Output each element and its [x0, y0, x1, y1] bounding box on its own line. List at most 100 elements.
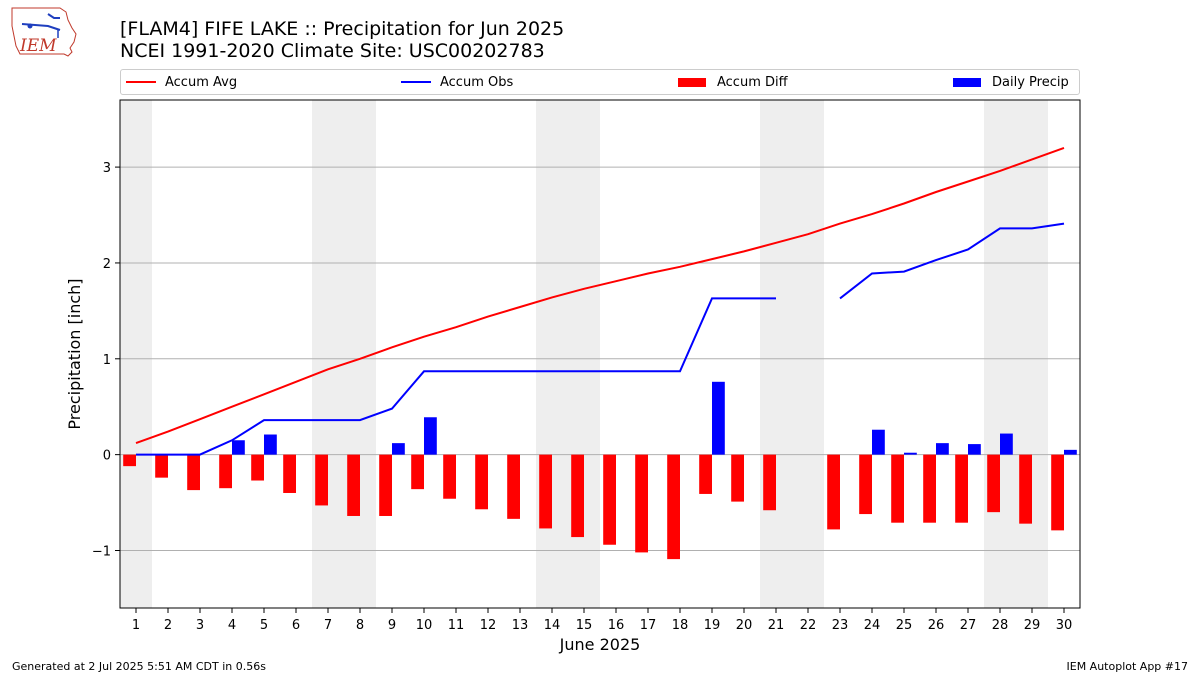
x-axis-ticks: 1 2 3 4 5 6 7 8 9 10 11 12 13 14 15 16 17 18 19 20 21 22 23 24 2…: [132, 608, 1072, 633]
legend-item-accum-diff: Accum Diff: [678, 70, 788, 94]
x-tick-label: 1: [132, 618, 140, 633]
logo-text: IEM: [19, 36, 57, 56]
weekend-band: [984, 100, 1016, 608]
legend-swatch-accum-obs: [401, 81, 431, 83]
accum-diff-bar: [923, 454, 936, 523]
y-axis-ticks: −1 0 1 2 3: [92, 161, 120, 559]
weekend-band: [312, 100, 344, 608]
plot-frame: [119, 99, 1081, 609]
accum-diff-bar: [763, 454, 776, 511]
x-tick-label: 10: [416, 618, 433, 633]
x-tick-label: 15: [576, 618, 593, 633]
accum-diff-bar: [667, 454, 680, 560]
accum-diff-bar: [571, 454, 584, 538]
x-tick-label: 25: [896, 618, 913, 633]
daily-precip-bar: [712, 381, 725, 455]
daily-precip-bar: [1000, 433, 1013, 455]
x-tick-label: 12: [480, 618, 497, 633]
daily-precip-bar: [1064, 449, 1077, 455]
y-tick-label: 3: [103, 161, 111, 176]
x-tick-label: 28: [992, 618, 1009, 633]
daily-precip-bar: [872, 429, 885, 455]
daily-precip-bars: [232, 381, 1077, 455]
accum-diff-bar: [891, 454, 904, 523]
x-tick-label: 26: [928, 618, 945, 633]
accum-obs-line: [136, 222, 1065, 456]
footer-app: IEM Autoplot App #17: [1066, 660, 1189, 673]
daily-precip-bar: [264, 434, 277, 455]
accum-diff-bar: [315, 454, 328, 506]
x-tick-label: 20: [736, 618, 753, 633]
x-tick-label: 23: [832, 618, 849, 633]
x-tick-label: 17: [640, 618, 657, 633]
daily-precip-bar: [424, 417, 437, 455]
x-tick-label: 27: [960, 618, 977, 633]
x-tick-label: 9: [388, 618, 396, 633]
weekend-band: [1016, 100, 1048, 608]
x-tick-label: 4: [228, 618, 236, 633]
legend-item-daily-precip: Daily Precip: [953, 70, 1069, 94]
accum-diff-bar: [187, 454, 200, 491]
accum-diff-bar: [1019, 454, 1032, 524]
accum-diff-bar: [283, 454, 296, 493]
chart-title: [FLAM4] FIFE LAKE :: Precipitation for J…: [120, 18, 565, 40]
daily-precip-bar: [968, 444, 981, 455]
legend: Accum Avg Accum Obs Accum Diff Daily Pre…: [120, 69, 1080, 95]
y-axis-label: Precipitation [inch]: [65, 278, 84, 429]
accum-diff-bar: [347, 454, 360, 516]
accum-diff-bar: [411, 454, 424, 490]
accum-diff-bar: [123, 454, 136, 467]
x-tick-label: 11: [448, 618, 465, 633]
accum-diff-bar: [955, 454, 968, 523]
accum-diff-bar: [219, 454, 232, 489]
iem-logo: IEM: [11, 7, 77, 57]
legend-swatch-daily-precip: [953, 77, 981, 87]
accum-diff-bar: [475, 454, 488, 510]
x-tick-label: 21: [768, 618, 785, 633]
accum-diff-bar: [859, 454, 872, 515]
accum-diff-bar: [443, 454, 456, 499]
x-tick-label: 29: [1024, 618, 1041, 633]
x-tick-label: 19: [704, 618, 721, 633]
x-tick-label: 13: [512, 618, 529, 633]
accum-diff-bar: [251, 454, 264, 481]
x-tick-label: 8: [356, 618, 364, 633]
weekend-band: [792, 100, 824, 608]
weekend-band: [536, 100, 568, 608]
accum-diff-bar: [603, 454, 616, 545]
x-tick-label: 7: [324, 618, 332, 633]
y-tick-label: 2: [103, 257, 111, 272]
legend-label-accum-avg: Accum Avg: [165, 74, 238, 90]
y-tick-label: 0: [103, 449, 111, 464]
accum-diff-bar: [1051, 454, 1064, 531]
x-tick-label: 6: [292, 618, 300, 633]
accum-diff-bar: [539, 454, 552, 529]
y-tick-label: 1: [103, 353, 111, 368]
accum-diff-bar: [507, 454, 520, 519]
x-tick-label: 18: [672, 618, 689, 633]
accum-diff-bars: [123, 454, 1064, 560]
daily-precip-bar: [232, 440, 245, 455]
accum-diff-bar: [987, 454, 1000, 513]
gridlines: [120, 166, 1080, 551]
accum-diff-bar: [379, 454, 392, 516]
legend-item-accum-obs: Accum Obs: [401, 70, 513, 94]
accum-diff-bar: [731, 454, 744, 502]
x-tick-label: 2: [164, 618, 172, 633]
x-tick-label: 22: [800, 618, 817, 633]
accum-diff-bar: [635, 454, 648, 553]
daily-precip-bar: [936, 443, 949, 455]
legend-item-accum-avg: Accum Avg: [126, 70, 237, 94]
daily-precip-bar: [392, 443, 405, 455]
legend-label-accum-obs: Accum Obs: [440, 74, 514, 90]
daily-precip-bar: [904, 452, 917, 455]
chart-subtitle: NCEI 1991-2020 Climate Site: USC00202783: [120, 40, 545, 62]
legend-label-accum-diff: Accum Diff: [717, 74, 788, 90]
x-tick-label: 16: [608, 618, 625, 633]
x-axis-label: June 2025: [559, 635, 641, 654]
x-tick-label: 24: [864, 618, 881, 633]
accum-diff-bar: [827, 454, 840, 530]
x-tick-label: 5: [260, 618, 268, 633]
x-tick-label: 3: [196, 618, 204, 633]
